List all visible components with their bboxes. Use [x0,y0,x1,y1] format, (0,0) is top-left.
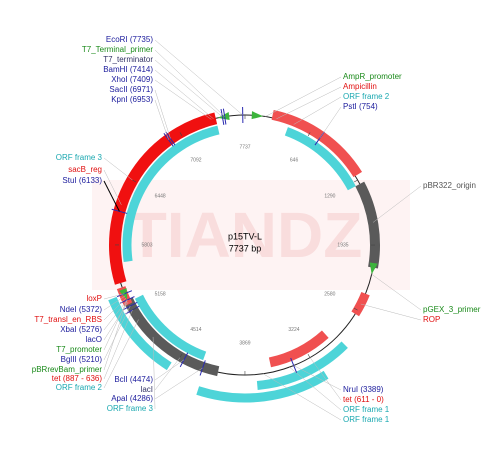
feature-label: lacI [141,385,153,394]
label-connector [155,100,169,140]
feature-label: KpnI (6953) [111,95,153,104]
plasmid-name: p15TV-L [228,231,262,241]
feature-label: ORF frame 2 [56,383,103,392]
label-connector [153,337,155,409]
feature-label: T7_transl_en_RBS [34,315,102,324]
label-connector [155,80,211,119]
feature-label: ORF frame 1 [343,415,390,424]
label-connector [265,77,341,117]
label-connector [155,50,225,117]
feature-label: ORF frame 3 [107,404,154,413]
feature-label: ORF frame 2 [343,92,390,101]
feature-label: ApaI (4286) [111,394,153,403]
feature-label: ORF frame 3 [56,153,103,162]
feature-label: XhoI (7409) [111,75,153,84]
label-connector [104,158,132,180]
feature-label: loxP [86,294,102,303]
feature-arc [355,294,365,314]
feature-label: BclI (4474) [114,375,153,384]
feature-label: tet (611 - 0) [343,395,384,404]
feature-label: StuI (6133) [62,176,102,185]
feature-label: pBR322_origin [423,181,476,190]
scale-label: 5803 [141,242,152,248]
feature-label: PstI (754) [343,102,378,111]
feature-label: T7_terminator [103,55,153,64]
feature-arc [270,334,325,362]
feature-label: SacII (6971) [109,85,153,94]
scale-label: 5158 [155,291,166,297]
feature-label: AmpR_promoter [343,72,402,81]
primer-arrow [252,111,263,119]
label-connector [155,90,170,139]
feature-label: NruI (3389) [343,385,384,394]
scale-tick [308,354,310,357]
scale-label: 1935 [337,242,348,248]
scale-label: 7737 [239,144,250,150]
feature-label: BamHI (7414) [103,65,153,74]
scale-label: 6448 [155,193,166,199]
feature-label: T7_Terminal_primer [82,45,153,54]
scale-label: 7092 [190,157,201,163]
feature-label: sacB_reg [68,165,102,174]
scale-label: 646 [290,158,299,164]
scale-label: 3224 [288,327,299,333]
feature-label: pBRrevBam_primer [32,365,103,374]
feature-label: T7_promoter [56,345,102,354]
feature-label: pGEX_3_primer [423,305,481,314]
scale-label: 1290 [324,193,335,199]
scale-label: 3869 [239,340,250,346]
feature-label: BglII (5210) [61,355,103,364]
label-connector [320,107,341,139]
label-connector [155,368,203,399]
feature-label: lacO [86,335,102,344]
label-connector [276,87,341,119]
scale-label: 2580 [324,291,335,297]
label-connector [294,97,341,124]
feature-label: XbaI (5276) [60,325,102,334]
feature-label: Ampicillin [343,82,377,91]
scale-label: 4514 [190,327,201,333]
label-connector [361,304,421,320]
label-connector [155,70,214,119]
feature-label: tet (887 - 636) [52,374,103,383]
plasmid-length: 7737 bp [229,243,262,253]
label-connector [155,40,243,115]
feature-label: NdeI (5372) [60,305,103,314]
feature-label: ROP [423,315,440,324]
feature-label: EcoRI (7735) [106,35,153,44]
feature-label: ORF frame 1 [343,405,390,414]
